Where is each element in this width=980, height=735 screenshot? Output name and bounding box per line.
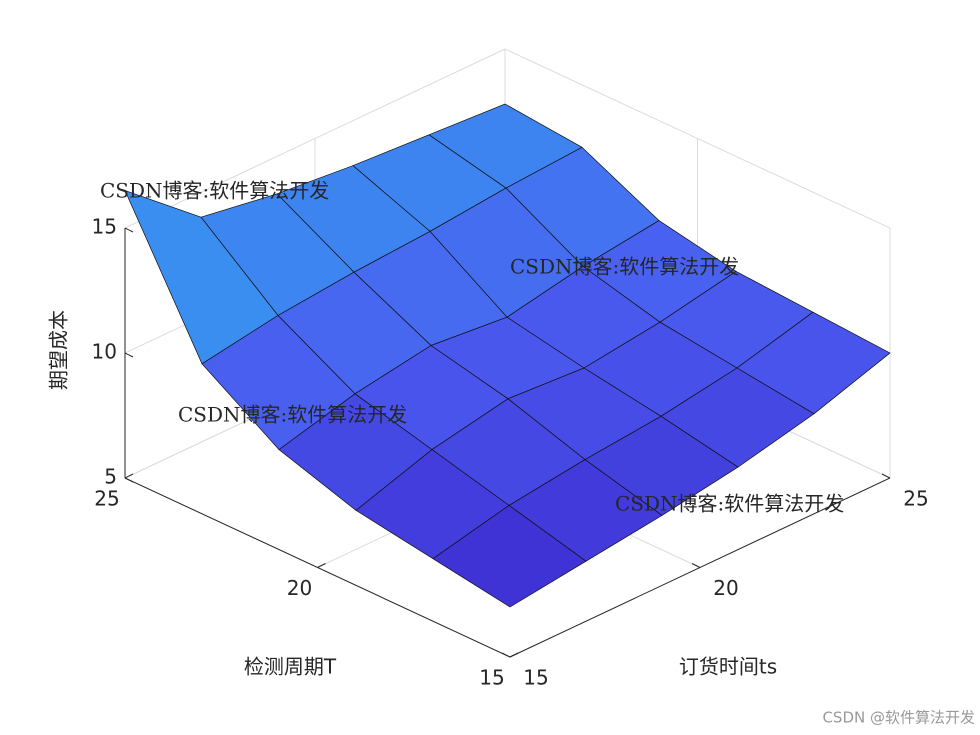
grid-line <box>504 48 891 229</box>
z-tick <box>124 352 134 358</box>
surface <box>124 103 891 608</box>
z-axis-label: 期望成本 <box>47 310 71 390</box>
y-tick <box>317 563 326 568</box>
z-tick-label: 5 <box>104 465 117 489</box>
x-tick-label: 15 <box>523 666 548 690</box>
watermark: CSDN博客:软件算法开发 <box>615 492 844 516</box>
y-tick-label: 15 <box>479 666 504 690</box>
y-axis-label: 检测周期T <box>244 655 337 679</box>
x-axis-label: 订货时间ts <box>679 655 777 679</box>
watermark: CSDN博客:软件算法开发 <box>100 179 329 203</box>
y-tick <box>509 652 519 658</box>
watermark: CSDN博客:软件算法开发 <box>510 255 739 279</box>
y-tick <box>124 473 134 479</box>
x-tick <box>501 652 511 658</box>
y-tick-label: 20 <box>287 576 312 600</box>
y-tick-label: 25 <box>94 487 119 511</box>
x-tick-label: 20 <box>713 576 738 600</box>
x-tick-label: 25 <box>903 487 928 511</box>
labels: 检测周期T 订货时间ts 期望成本 CSDN博客:软件算法开发 CSDN博客:软… <box>47 179 976 727</box>
grid-line <box>124 48 506 229</box>
footer: CSDN @软件算法开发 <box>822 709 975 727</box>
z-tick-label: 15 <box>92 215 117 239</box>
surface-patch <box>432 504 587 608</box>
z-tick <box>124 477 134 483</box>
watermark: CSDN博客:软件算法开发 <box>178 403 407 427</box>
x-tick <box>881 473 891 479</box>
x-tick <box>691 563 701 568</box>
z-tick <box>124 227 134 233</box>
z-tick-label: 10 <box>92 340 117 364</box>
